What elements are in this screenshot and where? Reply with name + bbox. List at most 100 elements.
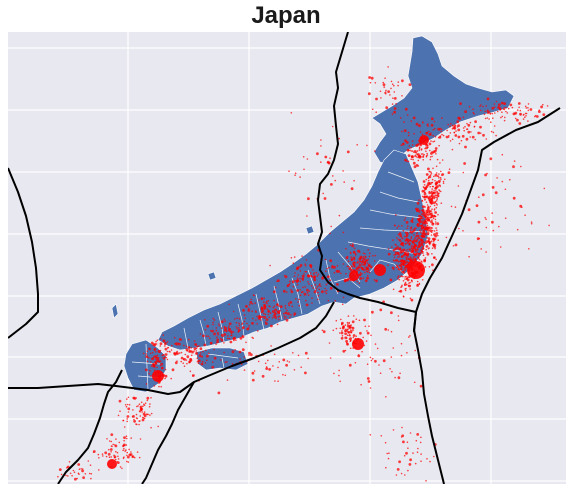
earthquake-dot <box>186 362 188 365</box>
earthquake-dot <box>150 341 154 345</box>
earthquake-dot <box>429 229 433 233</box>
earthquake-dot <box>395 214 397 216</box>
earthquake-dot <box>366 144 368 147</box>
earthquake-dot <box>408 248 411 250</box>
earthquake-dot <box>346 342 349 346</box>
earthquake-dot <box>501 111 503 113</box>
earthquake-dot <box>243 314 246 316</box>
earthquake-dot <box>303 168 305 171</box>
earthquake-dot <box>223 318 225 321</box>
earthquake-dot <box>422 186 425 188</box>
earthquake-dot <box>435 153 437 155</box>
earthquake-dot <box>139 438 142 440</box>
earthquake-dot <box>406 283 408 286</box>
earthquake-dot <box>414 462 417 465</box>
earthquake-dot <box>391 370 393 373</box>
earthquake-dot <box>180 356 184 360</box>
earthquake-dot <box>433 140 436 143</box>
earthquake-dot <box>406 352 408 354</box>
earthquake-dot <box>183 344 185 347</box>
earthquake-dot <box>410 245 413 248</box>
earthquake-dot <box>204 329 207 331</box>
earthquake-dot <box>418 282 421 285</box>
earthquake-dot <box>370 76 374 80</box>
earthquake-dot <box>411 150 414 152</box>
earthquake-dot <box>308 290 311 292</box>
earthquake-dot <box>426 195 428 198</box>
earthquake-dot <box>299 270 302 272</box>
earthquake-dot <box>262 312 265 315</box>
earthquake-dot <box>350 339 352 342</box>
earthquake-dot <box>278 318 280 321</box>
earthquake-dot <box>127 461 130 463</box>
earthquake-dot <box>382 81 385 84</box>
earthquake-dot <box>312 273 315 275</box>
earthquake-dot <box>306 288 309 292</box>
earthquake-dot <box>304 264 307 267</box>
earthquake-dot <box>452 245 455 247</box>
earthquake-dot <box>122 443 126 447</box>
earthquake-dot <box>428 195 431 199</box>
earthquake-dot <box>118 441 121 444</box>
earthquake-dot <box>414 227 416 230</box>
earthquake-dot <box>427 125 429 127</box>
earthquake-dot <box>300 366 303 369</box>
earthquake-dot <box>438 184 441 186</box>
earthquake-dot <box>409 335 411 337</box>
earthquake-dot <box>390 330 393 333</box>
earthquake-dot <box>416 218 419 221</box>
earthquake-dot <box>431 178 434 181</box>
earthquake-dot <box>101 453 104 455</box>
earthquake-dot <box>391 103 394 105</box>
earthquake-dot <box>159 342 163 345</box>
earthquake-dot <box>285 316 287 318</box>
earthquake-dot <box>68 461 71 463</box>
earthquake-dot <box>421 133 424 136</box>
earthquake-dot <box>543 187 546 190</box>
earthquake-dot <box>439 162 441 164</box>
earthquake-dot <box>294 279 297 282</box>
earthquake-dot <box>365 340 368 342</box>
earthquake-dot <box>102 455 104 457</box>
earthquake-dot <box>422 245 425 248</box>
earthquake-dot <box>438 177 440 179</box>
earthquake-dot <box>156 339 159 342</box>
earthquake-dot <box>202 350 204 353</box>
earthquake-dot <box>451 148 454 151</box>
earthquake-dot <box>430 123 434 127</box>
earthquake-dot <box>277 316 280 318</box>
earthquake-dot <box>427 179 430 182</box>
earthquake-dot <box>141 411 143 413</box>
earthquake-dot <box>469 121 472 124</box>
earthquake-dot <box>154 358 157 360</box>
earthquake-dot <box>493 106 496 108</box>
earthquake-dot <box>261 374 265 378</box>
earthquake-dot <box>332 329 335 332</box>
earthquake-dot <box>305 271 308 273</box>
earthquake-dot <box>401 284 403 287</box>
earthquake-dot <box>318 284 321 287</box>
earthquake-dot <box>416 280 419 283</box>
earthquake-dot <box>195 344 198 346</box>
earthquake-dot <box>396 252 400 256</box>
earthquake-dot <box>324 258 327 261</box>
earthquake-dot <box>421 199 424 202</box>
earthquake-dot <box>410 236 413 238</box>
earthquake-dot <box>403 235 406 238</box>
earthquake-dot <box>426 252 430 256</box>
earthquake-dot <box>422 121 424 124</box>
earthquake-dot <box>445 236 448 239</box>
map-panel[interactable] <box>8 32 566 484</box>
earthquake-dot <box>88 472 91 475</box>
earthquake-dot <box>431 185 434 188</box>
earthquake-dot <box>462 127 465 129</box>
earthquake-dot <box>322 192 325 195</box>
earthquake-dot <box>397 225 400 227</box>
earthquake-dot <box>479 125 482 129</box>
earthquake-dot <box>239 358 241 360</box>
earthquake-dot <box>359 331 362 335</box>
earthquake-dot <box>325 283 328 286</box>
earthquake-dot <box>505 107 507 109</box>
earthquake-dot <box>348 326 352 330</box>
map-canvas[interactable] <box>8 32 566 484</box>
